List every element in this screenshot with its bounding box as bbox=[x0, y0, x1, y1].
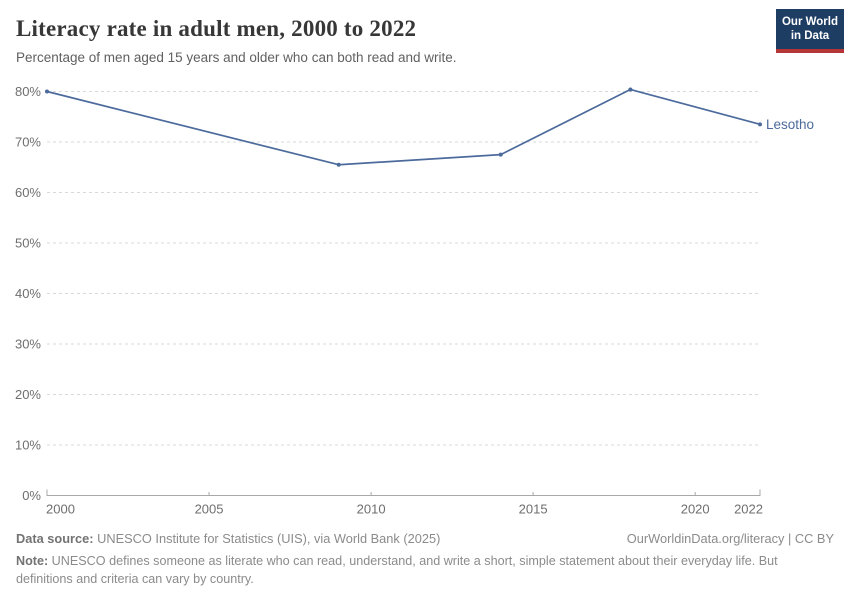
chart-header: Literacy rate in adult men, 2000 to 2022… bbox=[16, 16, 760, 67]
data-point bbox=[336, 162, 341, 167]
y-axis-tick-label: 60% bbox=[15, 185, 41, 200]
rights-link[interactable]: OurWorldinData.org/literacy | CC BY bbox=[626, 531, 834, 546]
x-axis-tick-label: 2000 bbox=[46, 502, 75, 517]
x-axis-tick-label: 2022 bbox=[734, 502, 763, 517]
y-axis-tick-label: 40% bbox=[15, 286, 41, 301]
y-axis-tick-label: 30% bbox=[15, 337, 41, 352]
source-row: Data source: UNESCO Institute for Statis… bbox=[16, 531, 834, 546]
x-axis-tick-label: 2020 bbox=[681, 502, 710, 517]
entity-label: Lesotho bbox=[766, 117, 814, 132]
data-source-label: Data source: bbox=[16, 531, 94, 546]
chart-footer: Data source: UNESCO Institute for Statis… bbox=[16, 531, 834, 589]
y-axis-tick-label: 80% bbox=[15, 84, 41, 99]
owid-logo-line1: Our World bbox=[781, 16, 838, 28]
x-axis-tick-label: 2005 bbox=[195, 502, 224, 517]
x-axis-tick-label: 2010 bbox=[357, 502, 386, 517]
chart-subtitle: Percentage of men aged 15 years and olde… bbox=[16, 50, 457, 66]
owid-logo-line2: in Data bbox=[790, 30, 830, 43]
data-line bbox=[46, 88, 761, 166]
y-axis-tick-label: 20% bbox=[15, 387, 41, 402]
data-point bbox=[758, 122, 762, 127]
y-axis-tick-label: 70% bbox=[15, 135, 41, 150]
data-source: Data source: UNESCO Institute for Statis… bbox=[16, 531, 440, 546]
page-title: Literacy rate in adult men, 2000 to 2022 bbox=[16, 16, 417, 41]
y-axis-tick-label: 0% bbox=[22, 488, 41, 503]
data-point bbox=[628, 87, 633, 92]
owid-logo: Our World in Data bbox=[776, 9, 844, 53]
chart-note: Note: UNESCO defines someone as literate… bbox=[16, 552, 828, 589]
note-label: Note: bbox=[16, 554, 49, 568]
x-axis-tick-label: 2015 bbox=[519, 502, 548, 517]
data-source-text: UNESCO Institute for Statistics (UIS), v… bbox=[93, 531, 441, 546]
data-point bbox=[45, 89, 49, 94]
note-text: UNESCO defines someone as literate who c… bbox=[16, 554, 778, 587]
y-axis-tick-label: 10% bbox=[15, 438, 41, 453]
y-axis-tick-label: 50% bbox=[15, 236, 41, 251]
data-point bbox=[498, 152, 503, 157]
